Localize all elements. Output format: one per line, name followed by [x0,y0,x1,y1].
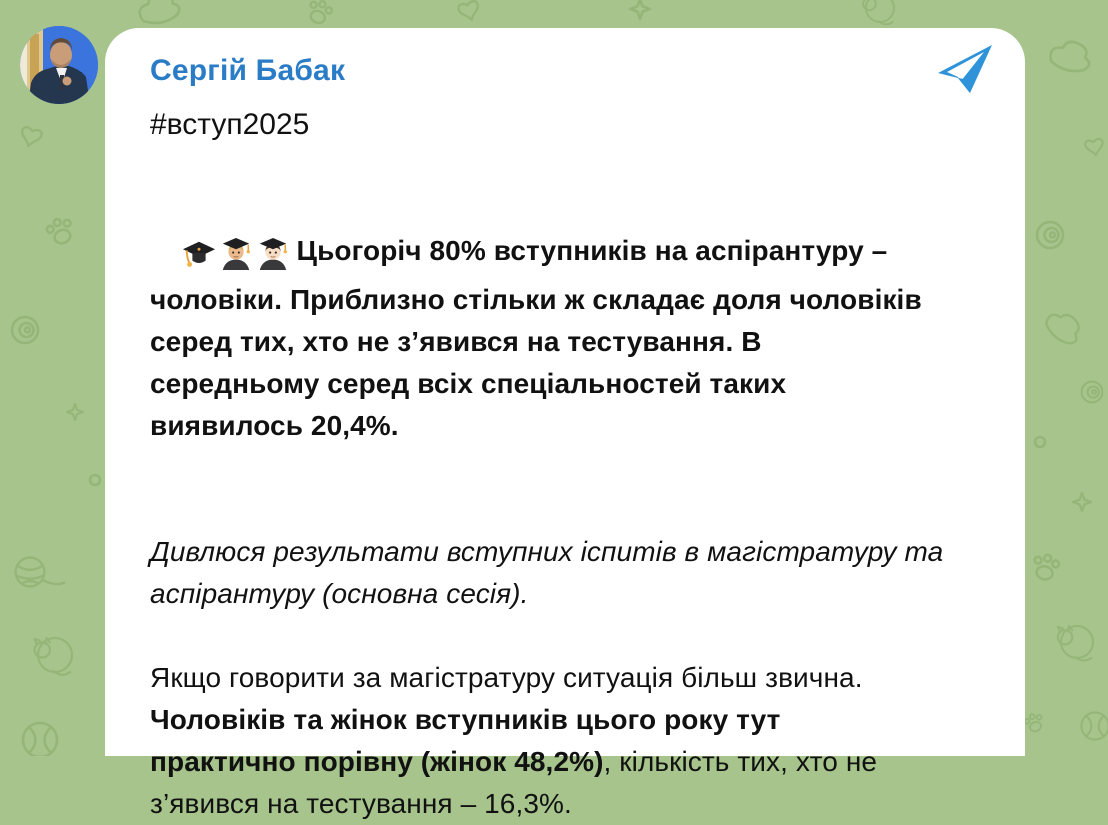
man-student-medium-light-icon [222,237,250,271]
paragraph-1: Цьогоріч 80% вступників на аспірантуру –… [150,188,985,489]
paragraph-3: Якщо говорити за магістратуру ситуація б… [150,657,985,825]
avatar-photo [20,26,98,104]
paragraph-3-segment: з’явився на тестування – 16,3%. [150,788,572,819]
page-background: { "colors": { "background": "#a6c48c", "… [10,0,1108,819]
graduation-cap-icon [182,241,215,267]
telegram-plane-icon [938,45,992,93]
man-student-light-icon [259,237,287,271]
message-bubble: Сергій Бабак #вступ2025 [105,28,1025,819]
paragraph-1-text: Цьогоріч 80% вступників на аспірантуру –… [150,235,922,441]
author-name[interactable]: Сергій Бабак [150,54,346,87]
paragraph-3-segment: Якщо говорити за магістратуру ситуація б… [150,662,863,693]
avatar[interactable] [20,26,98,104]
hashtag[interactable]: #вступ2025 [150,108,310,141]
paragraph-2: Дивлюся результати вступних іспитів в ма… [150,536,944,609]
paragraph-3-segment: практично порівну (жінок 48,2%) [150,746,604,777]
emoji-row [182,237,293,279]
paragraph-3-segment: Чоловіків та жінок вступників цього року… [150,704,781,735]
paragraph-3-segment: , кількість тих, хто не [603,746,878,777]
